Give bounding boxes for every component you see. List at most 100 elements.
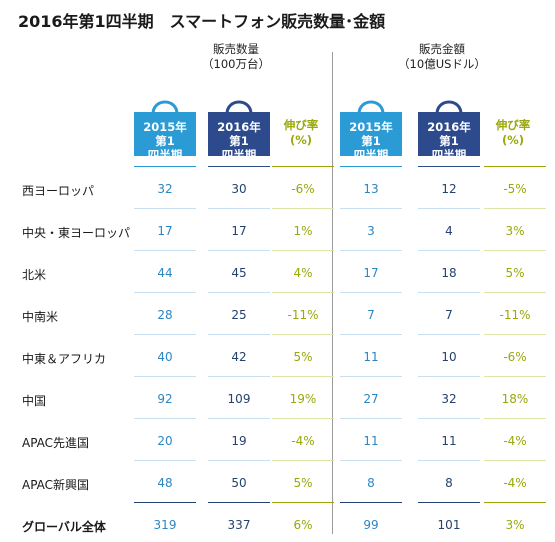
header-underline — [272, 166, 334, 167]
header-2016-line3: 四半期 — [431, 148, 467, 162]
total-cell-v15: 99 — [363, 518, 379, 532]
cell-v15: 11 — [363, 350, 379, 364]
row-separator — [418, 460, 480, 461]
row-label: 中央・東ヨーロッパ — [22, 226, 131, 240]
row-separator — [418, 418, 480, 419]
header-2015-line3: 四半期 — [353, 148, 389, 162]
row-separator — [208, 250, 270, 251]
row-separator — [484, 208, 546, 209]
row-label: 西ヨーロッパ — [22, 184, 95, 198]
row-separator — [340, 460, 402, 461]
cell-vg: 5% — [505, 266, 525, 280]
row-separator — [340, 334, 402, 335]
header-underline — [340, 166, 402, 167]
cell-vg: -4% — [503, 476, 527, 490]
cell-vg: 3% — [505, 224, 525, 238]
cell-v16: 7 — [445, 308, 453, 322]
total-cell-u15: 319 — [153, 518, 177, 532]
row-separator — [418, 250, 480, 251]
row-separator — [484, 334, 546, 335]
row-label: 中南米 — [22, 310, 59, 324]
cell-vg: -5% — [503, 182, 527, 196]
cell-vg: -4% — [503, 434, 527, 448]
row-separator — [208, 334, 270, 335]
cell-u16: 17 — [231, 224, 247, 238]
cell-u15: 20 — [157, 434, 173, 448]
row-separator — [134, 250, 196, 251]
cell-v15: 27 — [363, 392, 379, 406]
row-label: 北米 — [22, 268, 47, 282]
group-header-units: 販売数量 （100万台） — [176, 42, 296, 72]
cell-ug: -6% — [291, 182, 315, 196]
cell-u16: 25 — [231, 308, 247, 322]
cell-ug: -4% — [291, 434, 315, 448]
row-separator — [484, 460, 546, 461]
header-2015-line3: 四半期 — [147, 148, 183, 162]
row-separator — [134, 208, 196, 209]
row-label: APAC新興国 — [22, 478, 90, 492]
header-2016-line2: 第1 — [229, 134, 249, 148]
group-divider — [332, 52, 333, 534]
row-separator — [134, 334, 196, 335]
growth-header-line2: (%) — [289, 133, 313, 147]
header-2016-line1: 2016年 — [427, 120, 471, 134]
total-cell-v16: 101 — [437, 518, 461, 532]
row-separator — [272, 418, 334, 419]
cell-ug: 1% — [293, 224, 313, 238]
header-2015-value: 2015年 第1 四半期 — [340, 92, 402, 162]
row-separator — [484, 250, 546, 251]
row-separator — [272, 502, 334, 503]
row-separator — [340, 292, 402, 293]
shopping-bag-icon — [134, 100, 196, 156]
row-separator — [272, 292, 334, 293]
cell-u15: 17 — [157, 224, 173, 238]
header-2016-units: 2016年 第1 四半期 — [208, 92, 270, 162]
cell-u15: 48 — [157, 476, 173, 490]
header-2016-line2: 第1 — [439, 134, 459, 148]
row-separator — [134, 460, 196, 461]
cell-v16: 8 — [445, 476, 453, 490]
row-separator — [418, 208, 480, 209]
cell-v16: 4 — [445, 224, 453, 238]
row-separator — [208, 292, 270, 293]
cell-u16: 19 — [231, 434, 247, 448]
row-separator — [418, 334, 480, 335]
cell-u16: 45 — [231, 266, 247, 280]
cell-v16: 11 — [441, 434, 457, 448]
row-separator — [272, 334, 334, 335]
cell-ug: 19% — [289, 392, 317, 406]
cell-ug: -11% — [287, 308, 319, 322]
header-underline — [134, 166, 196, 167]
row-separator — [208, 460, 270, 461]
header-2015-line2: 第1 — [361, 134, 381, 148]
total-row-label: グローバル全体 — [22, 520, 106, 534]
cell-u15: 28 — [157, 308, 173, 322]
row-separator — [134, 418, 196, 419]
group-header-value-line2: （10億USドル） — [398, 57, 486, 71]
header-underline — [418, 166, 480, 167]
cell-v15: 11 — [363, 434, 379, 448]
header-2016-line3: 四半期 — [221, 148, 257, 162]
row-separator — [484, 418, 546, 419]
row-separator — [340, 418, 402, 419]
growth-header-line2: (%) — [501, 133, 525, 147]
cell-u16: 50 — [231, 476, 247, 490]
row-separator — [208, 502, 270, 503]
header-growth-units: 伸び率 (%) — [276, 118, 326, 148]
cell-u15: 40 — [157, 350, 173, 364]
cell-v15: 8 — [367, 476, 375, 490]
row-separator — [272, 250, 334, 251]
total-cell-u16: 337 — [227, 518, 251, 532]
header-2015-line1: 2015年 — [143, 120, 187, 134]
total-cell-ug: 6% — [293, 518, 313, 532]
group-header-value: 販売金額 （10億USドル） — [382, 42, 502, 72]
header-2015-line1: 2015年 — [349, 120, 393, 134]
header-2015-line2: 第1 — [155, 134, 175, 148]
cell-u15: 32 — [157, 182, 173, 196]
cell-ug: 5% — [293, 350, 313, 364]
cell-v16: 32 — [441, 392, 457, 406]
cell-v15: 17 — [363, 266, 379, 280]
row-label: 中東＆アフリカ — [22, 352, 107, 366]
cell-vg: -11% — [499, 308, 531, 322]
row-separator — [418, 376, 480, 377]
